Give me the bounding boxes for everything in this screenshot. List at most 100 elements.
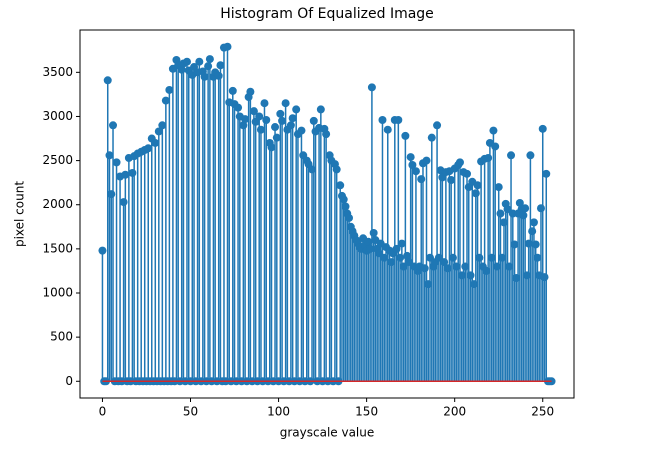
stem-marker — [272, 133, 281, 142]
stem-marker — [448, 253, 457, 262]
stem-marker — [107, 190, 116, 199]
stem-marker — [98, 246, 107, 255]
x-tick-label: 250 — [531, 405, 554, 419]
y-tick-label: 1500 — [42, 241, 73, 255]
stem-marker — [151, 138, 160, 147]
stem-marker — [424, 280, 433, 289]
stem-marker — [322, 130, 331, 139]
stem-marker — [470, 280, 479, 289]
stem-marker — [491, 142, 500, 151]
plot-frame — [79, 29, 575, 399]
stem-marker — [403, 251, 412, 260]
stem-marker — [345, 213, 354, 222]
stem-marker — [309, 116, 318, 125]
chart-title: Histogram Of Equalized Image — [220, 6, 434, 22]
stem-marker — [380, 253, 389, 262]
stem-marker — [239, 121, 248, 130]
stem-marker — [487, 253, 496, 262]
stem-marker — [378, 115, 387, 124]
stem-marker — [341, 202, 350, 211]
stem-marker — [288, 114, 297, 123]
stem-marker — [489, 126, 498, 135]
stem-marker — [482, 266, 491, 275]
stem-marker — [195, 57, 204, 66]
stem-marker — [397, 239, 406, 248]
x-tick-label: 0 — [99, 405, 107, 419]
stem-marker — [374, 249, 383, 258]
stem-marker — [260, 99, 269, 108]
stem-marker — [528, 227, 537, 236]
stem-marker — [366, 244, 375, 253]
stem-marker — [471, 189, 480, 198]
stem-marker — [255, 112, 264, 121]
stem-marker — [433, 121, 442, 130]
y-tick-label: 0 — [65, 374, 73, 388]
stem-marker — [223, 42, 232, 51]
stem-marker — [103, 76, 112, 85]
stem-marker — [503, 205, 512, 214]
y-tick-label: 2000 — [42, 197, 73, 211]
stem-marker — [461, 262, 470, 271]
stem-marker — [246, 87, 255, 96]
stem-marker — [505, 262, 514, 271]
stem-marker — [440, 258, 449, 267]
stem-marker — [119, 198, 128, 207]
stem-marker — [526, 151, 535, 160]
stem-marker — [399, 262, 408, 271]
stem-marker — [475, 253, 484, 262]
stem-marker — [292, 105, 301, 114]
stem-marker — [278, 116, 287, 125]
stem-marker — [369, 228, 378, 237]
stem-marker — [205, 55, 214, 64]
stem-marker — [524, 239, 533, 248]
stem-marker — [216, 61, 225, 70]
stem-marker — [228, 86, 237, 95]
x-tick-label: 100 — [267, 405, 290, 419]
stem-marker — [498, 253, 507, 262]
stem-marker — [249, 107, 258, 116]
stem-marker — [121, 170, 130, 179]
stem-marker — [533, 253, 542, 262]
stem-marker — [308, 165, 317, 174]
stem-marker — [271, 123, 280, 132]
stem-marker — [494, 183, 503, 192]
stem-marker — [519, 211, 528, 220]
stem-marker — [529, 218, 538, 227]
stem-marker — [276, 109, 285, 118]
stem-marker — [161, 96, 170, 105]
x-axis-label: grayscale value — [280, 426, 375, 440]
stem-marker — [457, 271, 466, 280]
stem-marker — [540, 273, 549, 282]
stem-marker — [447, 176, 456, 185]
x-tick-label: 200 — [443, 405, 466, 419]
stem-marker — [234, 103, 243, 112]
stem-marker — [267, 143, 276, 152]
stem-marker — [392, 244, 401, 253]
stem-marker — [420, 264, 429, 273]
stem-marker — [281, 99, 290, 108]
stem-marker — [417, 175, 426, 184]
stem-marker — [336, 181, 345, 190]
stem-marker — [367, 83, 376, 92]
y-axis-label: pixel count — [13, 181, 27, 247]
stem-marker — [401, 131, 410, 140]
stem-marker — [515, 198, 524, 207]
stem-marker — [383, 125, 392, 134]
stem-marker — [406, 153, 415, 162]
stem-marker — [339, 195, 348, 204]
stem-marker — [496, 209, 505, 218]
stem-marker — [105, 151, 114, 160]
stem-marker — [144, 144, 153, 153]
stem-marker — [492, 262, 501, 271]
stem-marker — [426, 253, 435, 262]
stem-marker — [241, 115, 250, 124]
stem-marker — [531, 240, 540, 249]
stem-marker — [214, 71, 223, 80]
stem-marker — [332, 165, 341, 174]
stem-marker — [466, 271, 475, 280]
stem-marker — [512, 273, 521, 282]
stem-marker — [154, 127, 163, 136]
stem-marker — [484, 153, 493, 162]
stem-marker — [452, 262, 461, 271]
